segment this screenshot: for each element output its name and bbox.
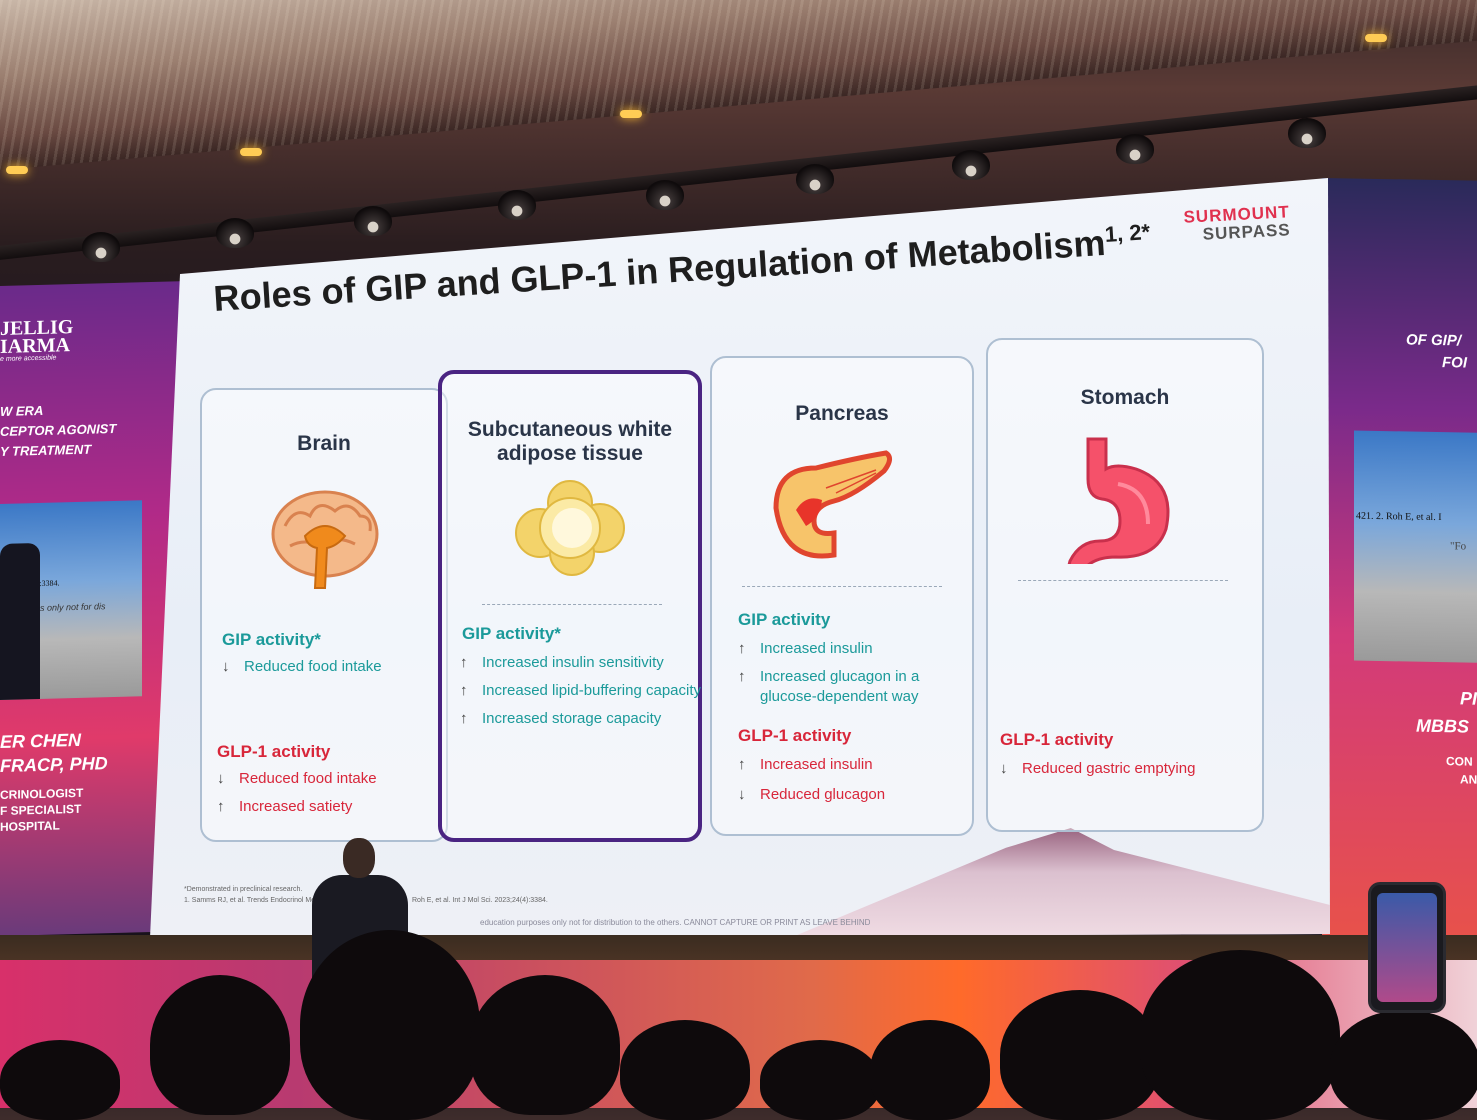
session-title-line: OF GIP/ [1406,331,1462,350]
speaker-name: PI [1460,688,1477,709]
gip-effect: ↓ Reduced food intake [222,658,382,675]
gip-activity-label: GIP activity* [462,624,561,643]
reference: 1. Samms RJ, et al. Trends Endocrinol Me… [184,897,327,904]
glp1-effect: ↑ Increased satiety [217,798,353,815]
card-divider [742,586,942,587]
glp1-activity-label: GLP-1 activity [1000,730,1114,749]
audience-member [620,1020,750,1120]
audience-member [470,975,620,1115]
gip-effect: ↑ Increased insulin [738,640,873,657]
glp1-effect: ↓ Reduced gastric emptying [1000,760,1196,777]
gip-effect: ↑ Increased lipid-buffering capacity [460,682,702,699]
ceiling-light [1365,34,1387,42]
card-title: Subcutaneous white adipose tissue [467,418,673,465]
gip-effect-continued: glucose-dependent way [760,688,919,705]
speaker-video-feed: (4):3384. s only not for dis [0,500,142,700]
reference: Roh E, et al. Int J Mol Sci. 2023;24(4):… [412,897,548,904]
speaker-video-feed: 421. 2. Roh E, et al. I "Fo [1354,430,1477,663]
card-divider [1018,580,1228,581]
session-title-line: W ERA [0,402,44,419]
session-title-line: CEPTOR AGONIST [0,420,117,439]
ceiling-light [240,148,262,156]
card-title: Pancreas [795,402,889,425]
mountain-graphic [790,828,1330,938]
spotlight [354,206,392,236]
audience-member [760,1040,880,1120]
brain-card: Brain GIP activity* ↓ Reduced food intake… [200,388,448,842]
card-divider [482,604,662,605]
card-title: Stomach [1080,386,1170,409]
stomach-card: Stomach GLP-1 activity ↓ Reduced gastric … [986,338,1264,832]
pancreas-card: Pancreas GIP activity ↑ Increased insulin… [710,356,974,836]
disclaimer: education purposes only not for distribu… [480,918,871,927]
presentation-slide: SURMOUNT SURPASS Roles of GIP and GLP-1 … [150,178,1330,938]
audience-member [0,1040,120,1120]
spotlight [82,232,120,262]
audience-member [1140,950,1340,1120]
presenter-head [343,838,375,878]
spotlight [1116,134,1154,164]
stomach-icon [1064,437,1170,564]
spotlight [498,190,536,220]
audience-member [1000,990,1160,1120]
footnote: *Demonstrated in preclinical research. [184,886,303,893]
speaker-role: HOSPITAL [0,818,60,834]
speaker-credentials: FRACP, PHD [0,753,108,776]
speaker-name: ER CHEN [0,729,82,752]
spotlight [1288,118,1326,148]
fat-cell-icon [515,480,625,576]
audience-member [300,930,480,1120]
session-title-line: Y TREATMENT [0,441,92,459]
glp1-activity-label: GLP-1 activity [738,726,852,745]
speaker-figure [0,542,40,700]
right-led-screen: OF GIP/ FOI 421. 2. Roh E, et al. I "Fo … [1322,178,1477,943]
audience-phone [1368,882,1446,1013]
glp1-effect: ↓ Reduced glucagon [738,786,886,803]
speaker-role: F SPECIALIST [0,801,82,818]
gip-activity-label: GIP activity* [222,630,321,649]
audience-member [1330,1010,1477,1120]
left-led-screen: JELLIG IARMA e more accessible W ERA CEP… [0,281,180,937]
speaker-role: AN [1460,772,1477,787]
speaker-role: CRINOLOGIST [0,785,84,802]
gip-effect: ↑ Increased insulin sensitivity [460,654,664,671]
session-title-line: FOI [1442,354,1467,372]
spotlight [796,164,834,194]
speaker-credentials: MBBS [1416,715,1469,737]
speaker-role: CON [1446,754,1473,769]
title-superscript: 1, 2* [1104,219,1151,247]
brain-icon [271,490,379,589]
spotlight [216,218,254,248]
ceiling-light [620,110,642,118]
adipose-tissue-card: Subcutaneous white adipose tissue GIP ac… [438,370,702,842]
sponsor-logo: JELLIG IARMA [0,316,74,358]
slide-title: Roles of GIP and GLP-1 in Regulation of … [212,219,1151,320]
audience-member [150,975,290,1115]
glp1-activity-label: GLP-1 activity [217,742,331,761]
card-title: Brain [297,432,351,455]
audience-member [870,1020,990,1120]
spotlight [646,180,684,210]
gip-effect: ↑ Increased glucagon in a [738,668,920,685]
spotlight [952,150,990,180]
ceiling [0,0,1477,171]
glp1-effect: ↑ Increased insulin [738,756,873,773]
glp1-effect: ↓ Reduced food intake [217,770,377,787]
ceiling-light [6,166,28,174]
brand-logo: SURMOUNT SURPASS [1182,202,1291,244]
sponsor-tagline: e more accessible [0,354,57,363]
pancreas-icon [773,450,892,559]
gip-activity-label: GIP activity [738,610,831,629]
gip-effect: ↑ Increased storage capacity [460,710,662,727]
